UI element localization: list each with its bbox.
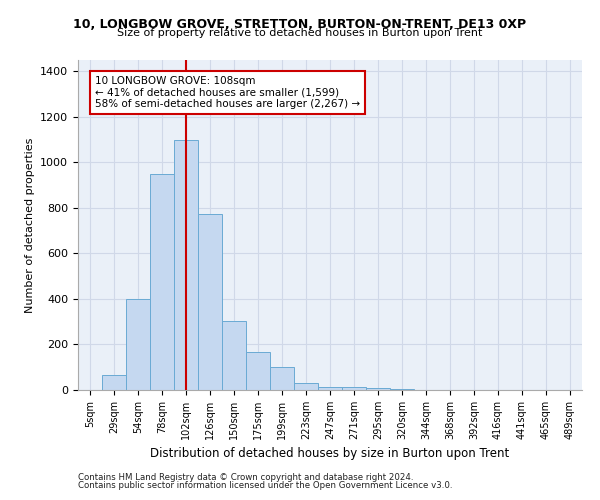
Y-axis label: Number of detached properties: Number of detached properties: [25, 138, 35, 312]
Text: Size of property relative to detached houses in Burton upon Trent: Size of property relative to detached ho…: [118, 28, 482, 38]
Bar: [198, 214, 222, 390]
Bar: [246, 352, 270, 390]
Bar: [150, 174, 174, 390]
Bar: [342, 386, 366, 390]
Bar: [294, 383, 318, 390]
Bar: [102, 375, 126, 390]
Text: 10 LONGBOW GROVE: 108sqm
← 41% of detached houses are smaller (1,599)
58% of sem: 10 LONGBOW GROVE: 108sqm ← 41% of detach…: [95, 76, 360, 109]
Bar: [126, 299, 150, 390]
X-axis label: Distribution of detached houses by size in Burton upon Trent: Distribution of detached houses by size …: [151, 448, 509, 460]
Bar: [174, 140, 198, 390]
Bar: [270, 367, 294, 390]
Bar: [222, 320, 246, 390]
Bar: [318, 386, 342, 390]
Text: Contains HM Land Registry data © Crown copyright and database right 2024.: Contains HM Land Registry data © Crown c…: [78, 472, 413, 482]
Bar: [390, 389, 414, 390]
Bar: [366, 388, 390, 390]
Text: 10, LONGBOW GROVE, STRETTON, BURTON-ON-TRENT, DE13 0XP: 10, LONGBOW GROVE, STRETTON, BURTON-ON-T…: [73, 18, 527, 30]
Text: Contains public sector information licensed under the Open Government Licence v3: Contains public sector information licen…: [78, 481, 452, 490]
